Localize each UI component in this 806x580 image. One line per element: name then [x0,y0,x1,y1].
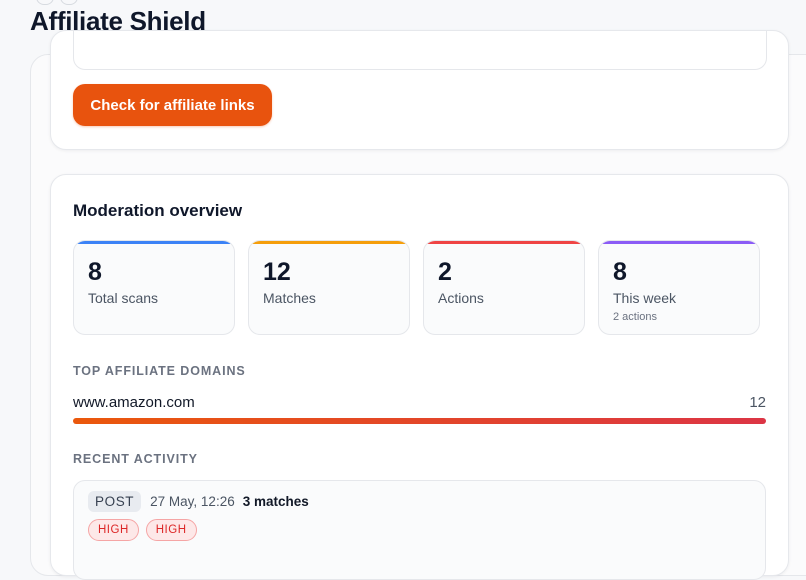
stat-label: Total scans [88,290,159,306]
stat-matches: 12 Matches [248,240,410,335]
stat-value: 12 [263,258,291,286]
domain-row: www.amazon.com 12 [73,394,766,424]
window-controls [36,0,78,5]
stat-actions: 2 Actions [423,240,585,335]
section-title: Moderation overview [73,201,243,220]
domain-share-bar [73,418,766,424]
stats-row: 8 Total scans 12 Matches 2 Actions 8 Thi… [73,240,760,335]
stat-label: This week [613,290,677,306]
recent-activity-heading: RECENT ACTIVITY [73,452,198,466]
activity-item[interactable]: POST 27 May, 12:26 3 matches HIGH HIGH [73,480,766,580]
stat-this-week: 8 This week 2 actions [598,240,760,335]
stat-value: 2 [438,258,452,286]
activity-header: POST 27 May, 12:26 3 matches [88,491,309,512]
top-domains-heading: TOP AFFILIATE DOMAINS [73,364,246,378]
stat-accent-bar [249,241,409,244]
stat-sublabel: 2 actions [613,311,658,323]
stat-total-scans: 8 Total scans [73,240,235,335]
content-input[interactable] [73,31,767,70]
severity-badge: HIGH [145,519,197,541]
check-affiliate-links-button[interactable]: Check for affiliate links [73,84,272,126]
post-type-badge: POST [88,491,142,512]
control-dot [60,0,78,5]
moderation-overview-card: Moderation overview 8 Total scans 12 Mat… [50,174,789,580]
stat-accent-bar [599,241,759,244]
stat-accent-bar [74,241,234,244]
stat-value: 8 [88,258,102,286]
activity-match-count: 3 matches [242,494,309,509]
stat-label: Matches [263,290,316,306]
severity-badge: HIGH [88,519,139,541]
activity-timestamp: 27 May, 12:26 [150,494,235,509]
domain-name: www.amazon.com [73,394,195,411]
stat-label: Actions [438,290,484,306]
control-dot [36,0,54,5]
check-card: Check for affiliate links [50,30,789,150]
domain-count: 12 [749,394,766,411]
stat-value: 8 [613,258,627,286]
severity-badges: HIGH HIGH [88,519,197,541]
stat-accent-bar [424,241,584,244]
